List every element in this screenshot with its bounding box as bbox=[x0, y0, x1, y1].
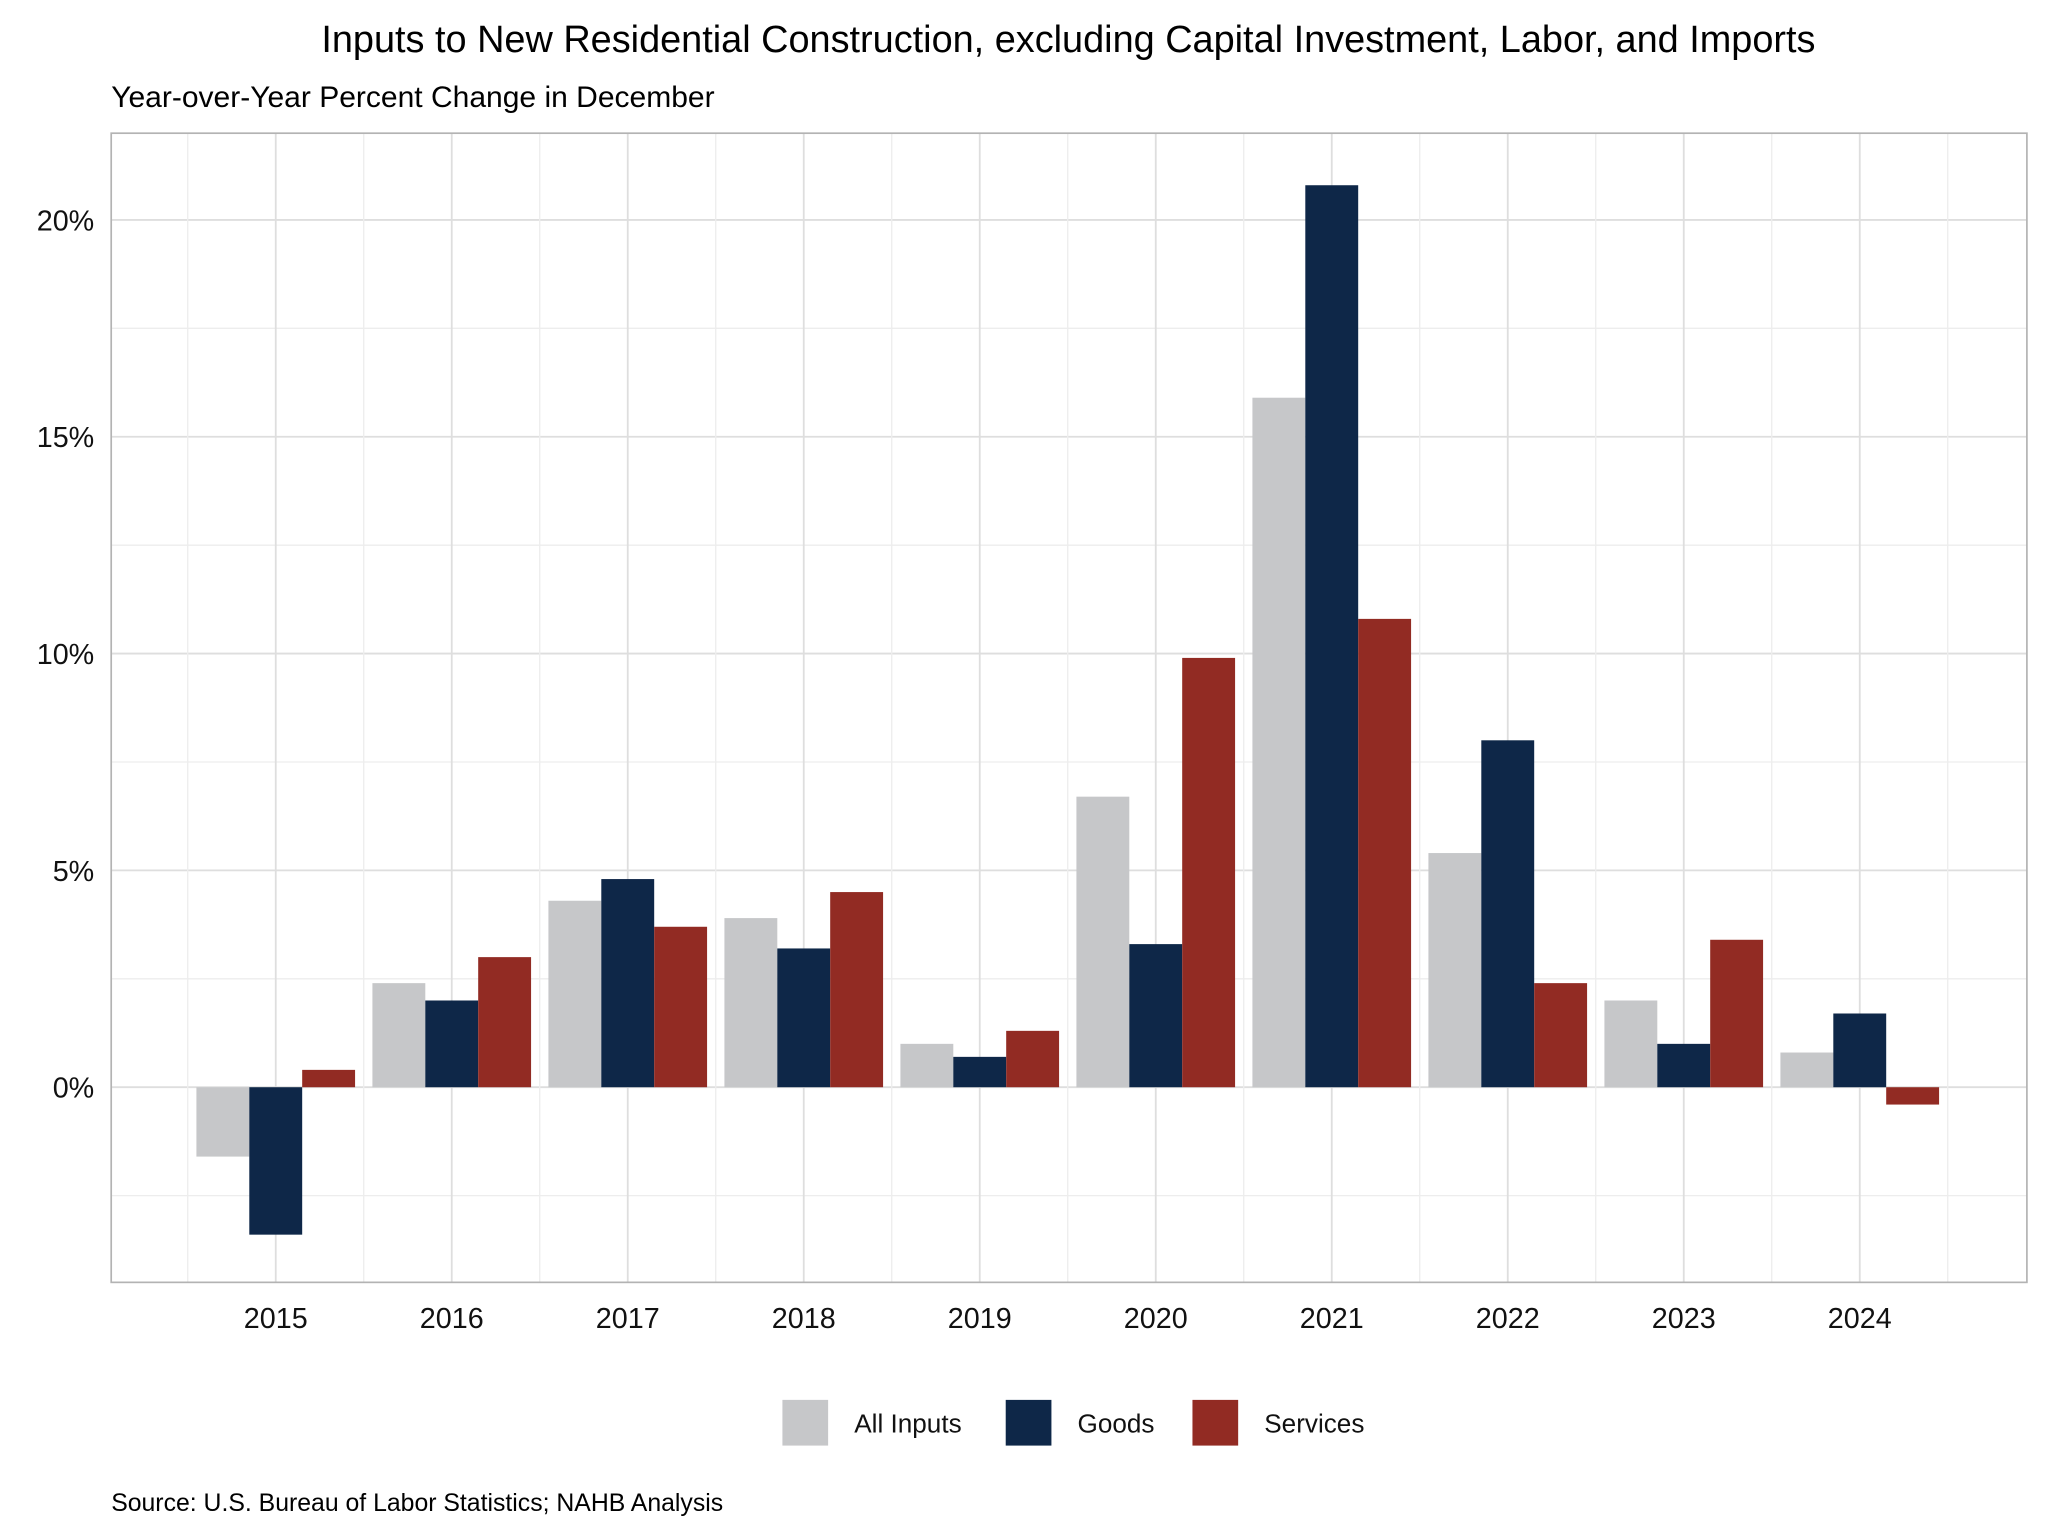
x-tick-label: 2018 bbox=[772, 1303, 836, 1335]
chart-caption: Source: U.S. Bureau of Labor Statistics;… bbox=[111, 1490, 723, 1517]
bar-services-2022 bbox=[1534, 983, 1588, 1088]
legend-swatch-services bbox=[1192, 1399, 1239, 1446]
legend-swatch-all-inputs bbox=[782, 1399, 829, 1446]
bars bbox=[196, 185, 1940, 1235]
legend: All Inputs Goods Services bbox=[782, 1399, 1364, 1446]
bar-services-2017 bbox=[654, 926, 708, 1088]
legend-swatch-goods bbox=[1005, 1399, 1052, 1446]
bar-services-2016 bbox=[478, 957, 532, 1088]
legend-label: Services bbox=[1264, 1409, 1364, 1439]
bar-services-2015 bbox=[302, 1069, 356, 1088]
bar-goods-2024 bbox=[1833, 1013, 1887, 1088]
y-tick-label: 15% bbox=[37, 422, 94, 454]
bar-all-inputs-2019 bbox=[900, 1043, 954, 1088]
bar-goods-2017 bbox=[601, 879, 655, 1088]
bar-goods-2023 bbox=[1657, 1043, 1711, 1088]
x-tick-label: 2016 bbox=[420, 1303, 484, 1335]
bar-goods-2021 bbox=[1305, 185, 1359, 1088]
x-axis: 2015 2016 2017 2018 2019 2020 2021 2022 2023 2024 bbox=[244, 1303, 1892, 1335]
x-tick-label: 2023 bbox=[1652, 1303, 1716, 1335]
grid bbox=[111, 133, 2027, 1283]
bar-services-2021 bbox=[1358, 618, 1412, 1088]
legend-label: Goods bbox=[1078, 1409, 1155, 1439]
x-tick-label: 2021 bbox=[1300, 1303, 1364, 1335]
bar-all-inputs-2023 bbox=[1604, 1000, 1658, 1088]
bar-services-2019 bbox=[1006, 1030, 1060, 1088]
chart-subtitle: Year-over-Year Percent Change in Decembe… bbox=[111, 81, 714, 114]
bar-all-inputs-2020 bbox=[1076, 796, 1130, 1088]
bar-services-2023 bbox=[1710, 939, 1764, 1088]
y-tick-label: 5% bbox=[53, 856, 95, 888]
bar-goods-2016 bbox=[425, 1000, 479, 1088]
x-tick-label: 2019 bbox=[948, 1303, 1012, 1335]
bar-goods-2015 bbox=[249, 1087, 303, 1235]
bar-services-2018 bbox=[830, 892, 884, 1088]
bar-goods-2022 bbox=[1481, 740, 1535, 1088]
bar-all-inputs-2016 bbox=[372, 983, 426, 1088]
bar-all-inputs-2022 bbox=[1428, 853, 1482, 1088]
y-tick-label: 10% bbox=[37, 639, 94, 671]
plot-panel-border bbox=[110, 132, 2028, 1284]
x-tick-label: 2022 bbox=[1476, 1303, 1540, 1335]
bar-all-inputs-2017 bbox=[548, 900, 602, 1088]
y-tick-label: 20% bbox=[37, 205, 94, 237]
x-tick-label: 2015 bbox=[244, 1303, 308, 1335]
y-axis: 0% 5% 10% 15% 20% bbox=[37, 205, 94, 1104]
bar-services-2024 bbox=[1886, 1087, 1940, 1105]
x-tick-label: 2020 bbox=[1124, 1303, 1188, 1335]
bar-goods-2018 bbox=[777, 948, 831, 1088]
bar-services-2020 bbox=[1182, 657, 1236, 1088]
y-tick-label: 0% bbox=[53, 1073, 95, 1105]
legend-label: All Inputs bbox=[854, 1409, 961, 1439]
bar-goods-2019 bbox=[953, 1056, 1007, 1088]
bar-all-inputs-2015 bbox=[196, 1087, 250, 1157]
chart-title: Inputs to New Residential Construction, … bbox=[321, 19, 1815, 61]
bar-goods-2020 bbox=[1129, 944, 1183, 1088]
x-tick-label: 2017 bbox=[596, 1303, 660, 1335]
bar-all-inputs-2024 bbox=[1780, 1052, 1834, 1088]
bar-all-inputs-2018 bbox=[724, 918, 778, 1088]
x-tick-label: 2024 bbox=[1828, 1303, 1892, 1335]
bar-all-inputs-2021 bbox=[1252, 397, 1306, 1088]
